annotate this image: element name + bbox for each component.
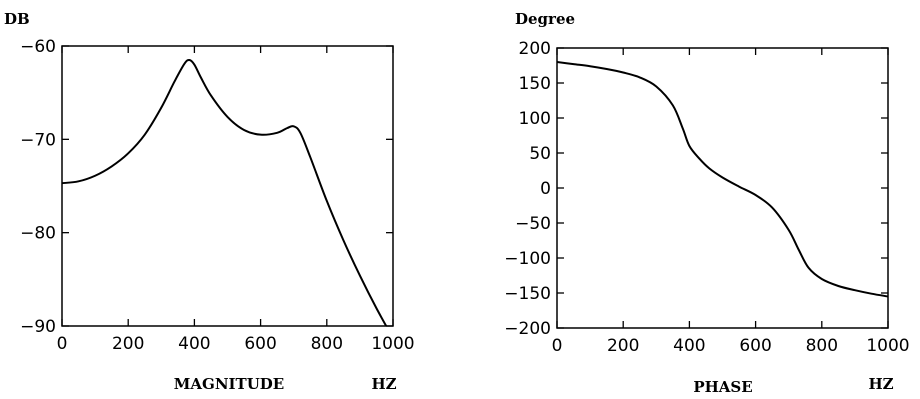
phase-x-tick-label: 0	[552, 336, 563, 356]
magnitude-chart: DB MAGNITUDE HZ 0 200 400 600 800 1000 −90 −80 −…	[4, 10, 415, 393]
phase-x-unit-label: HZ	[868, 375, 893, 393]
magnitude-y-tick-label: −90	[20, 317, 56, 337]
phase-chart: Degree PHASE HZ 0 200 400 600 800 1000−200−15…	[504, 10, 909, 396]
phase-y-tick-label: 0	[540, 179, 551, 199]
magnitude-x-tick-label: 600	[244, 334, 276, 354]
phase-response-line	[557, 61, 888, 298]
magnitude-y-tick-label: −80	[20, 224, 56, 244]
magnitude-x-unit-label: HZ	[371, 375, 396, 393]
phase-y-unit-label: Degree	[515, 10, 575, 28]
phase-y-tick-label: 100	[519, 109, 551, 129]
phase-x-tick-label: 800	[806, 336, 838, 356]
phase-y-tick-label: −150	[504, 284, 551, 304]
phase-y-tick-label: −50	[515, 214, 551, 234]
magnitude-x-tick-label: 800	[311, 334, 343, 354]
phase-x-tick-label: 600	[739, 336, 771, 356]
magnitude-y-tick-label: −70	[20, 130, 56, 150]
phase-x-tick-label: 400	[673, 336, 705, 356]
phase-y-tick-label: 50	[529, 144, 551, 164]
magnitude-x-axis-title: MAGNITUDE	[174, 375, 284, 393]
magnitude-y-unit-label: DB	[4, 10, 30, 28]
phase-y-tick-label: 150	[519, 74, 551, 94]
magnitude-plot-frame	[61, 45, 394, 327]
magnitude-x-tick-label: 1000	[371, 334, 414, 354]
magnitude-x-tick-label: 0	[57, 334, 68, 354]
phase-y-tick-label: 200	[519, 39, 551, 59]
magnitude-x-tick-label: 400	[178, 334, 210, 354]
phase-x-axis-title: PHASE	[693, 378, 752, 396]
phase-x-tick-label: 200	[607, 336, 639, 356]
magnitude-x-tick-label: 200	[112, 334, 144, 354]
phase-x-tick-label: 1000	[866, 336, 909, 356]
magnitude-response-line	[62, 58, 388, 326]
magnitude-y-tick-label: −60	[20, 37, 56, 57]
phase-y-tick-label: −200	[504, 319, 551, 339]
phase-y-tick-label: −100	[504, 249, 551, 269]
